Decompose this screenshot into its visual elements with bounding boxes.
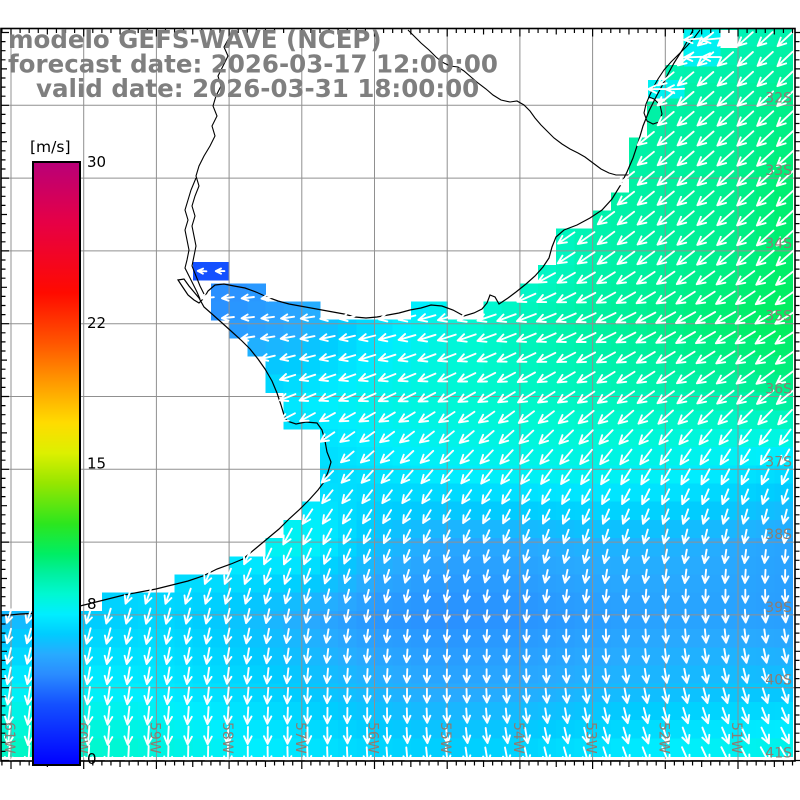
colorbar-tick-value: 15 xyxy=(87,455,106,473)
lon-tick-label: 61W xyxy=(1,722,17,754)
title-block: modelo GEFS-WAVE (NCEP) forecast date: 2… xyxy=(8,25,498,103)
lon-tick-label: 59W xyxy=(146,722,162,754)
valid-date-line: valid date: 2026-03-31 18:00:00 xyxy=(36,74,479,103)
generated-map-layers: 61W 60W 59W 58W 57W 56W 55W 54W 53W 52W 51W32S33S3… xyxy=(0,27,800,769)
lat-tick-label: 36S xyxy=(765,382,792,398)
lat-tick-label: 39S xyxy=(765,600,792,616)
lon-tick-label: 57W xyxy=(292,722,308,754)
wind-direction-arrows xyxy=(3,30,795,762)
colorbar-unit-label: [m/s] xyxy=(30,138,71,156)
lat-tick-label: 40S xyxy=(765,673,792,689)
lat-tick-label: 34S xyxy=(765,236,792,252)
river-lagoon-line xyxy=(407,29,631,176)
lon-tick-label: 53W xyxy=(583,722,599,754)
lon-tick-label: 54W xyxy=(510,722,526,754)
colorbar-tick-value: 0 xyxy=(87,750,97,768)
model-title: modelo GEFS-WAVE (NCEP) xyxy=(8,25,382,54)
coastline xyxy=(1,29,694,617)
latitude-labels: 32S 33S 34S 35S 36S 37S 38S 39S 40S 41S xyxy=(765,90,792,761)
lon-tick-label: 58W xyxy=(219,722,235,754)
geography xyxy=(1,29,701,617)
lon-tick-label: 56W xyxy=(365,722,381,754)
lat-tick-label: 33S xyxy=(765,163,792,179)
longitude-labels: 61W 60W 59W 58W 57W 56W 55W 54W 53W 52W 51W xyxy=(1,722,744,754)
lat-tick-label: 38S xyxy=(765,527,792,543)
lon-tick-label: 51W xyxy=(728,722,744,754)
colorbar: [m/s] 0 8 15 22 30 xyxy=(30,138,106,768)
lon-tick-label: 52W xyxy=(655,722,671,754)
colorbar-tick-value: 30 xyxy=(87,153,106,171)
graticule-grid-lines xyxy=(1,28,795,761)
colorbar-tick-labels: 0 8 15 22 30 xyxy=(87,153,106,768)
lon-tick-label: 55W xyxy=(437,722,453,754)
river-lagoon-line xyxy=(191,29,234,295)
colorbar-tick-value: 22 xyxy=(87,314,106,332)
axis-ticks xyxy=(1,28,800,769)
lat-tick-label: 32S xyxy=(765,90,792,106)
colorbar-gradient xyxy=(32,161,81,766)
river-lagoon-line xyxy=(184,177,201,300)
map-border xyxy=(0,27,796,762)
colorbar-tick-value: 8 xyxy=(87,595,97,613)
lat-tick-label: 41S xyxy=(765,746,792,762)
forecast-date-line: forecast date: 2026-03-17 12:00:00 xyxy=(8,50,498,79)
lat-tick-label: 37S xyxy=(765,454,792,470)
lat-tick-label: 35S xyxy=(765,309,792,325)
wind-field-cells xyxy=(1,28,794,758)
